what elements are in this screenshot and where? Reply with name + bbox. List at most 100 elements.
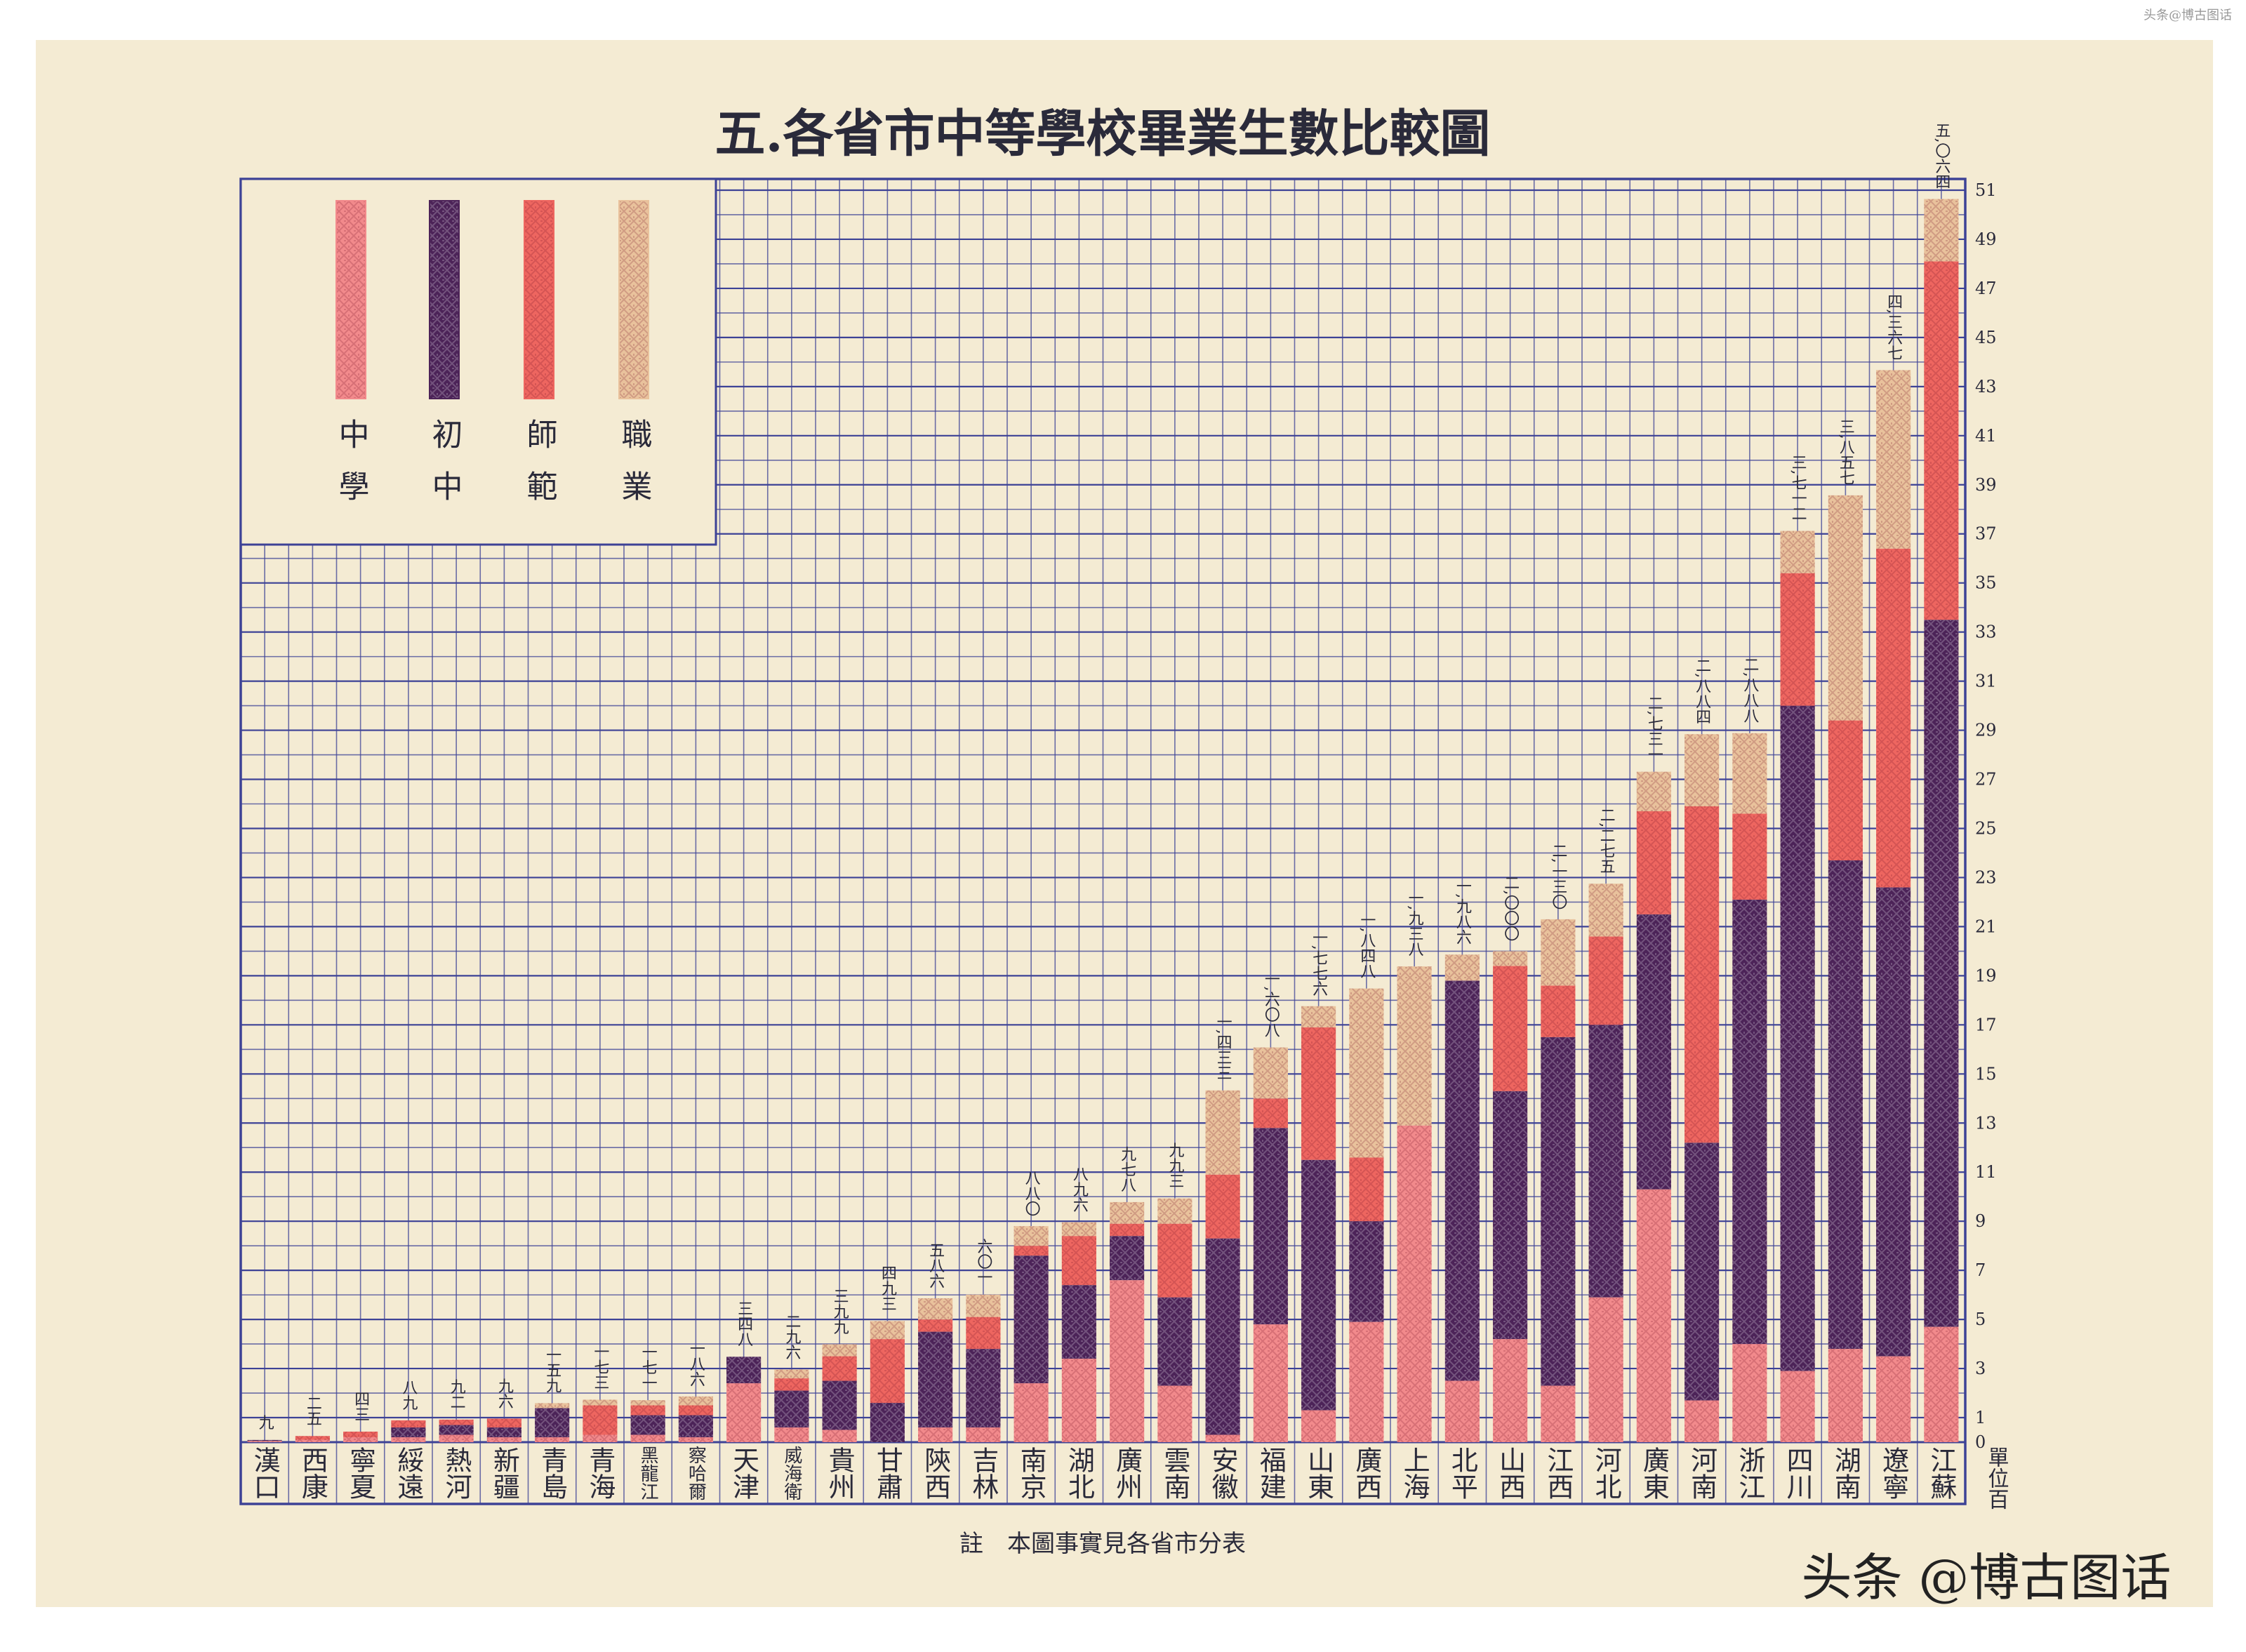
- corner-watermark: 头条@博古图话: [2144, 8, 2232, 23]
- bar-segment: [1541, 919, 1576, 986]
- bar-segment: [1876, 1356, 1911, 1442]
- total-label: 三,八五七: [1837, 419, 1855, 486]
- x-tick-label: 山西: [1495, 1446, 1526, 1500]
- bar-segment: [1924, 261, 1959, 620]
- total-label: 九: [256, 1415, 274, 1430]
- y-tick-label: 33: [1975, 622, 1997, 642]
- y-tick-label: 5: [1975, 1310, 1986, 1329]
- legend-label: 職業: [616, 418, 652, 522]
- bar-segment: [1684, 1400, 1720, 1442]
- bar-segment: [1061, 1285, 1096, 1359]
- grid: [239, 178, 1967, 1505]
- bar-segment: [1444, 980, 1480, 1381]
- bar-segment: [391, 1427, 426, 1438]
- bar-segment: [678, 1415, 713, 1438]
- bar-segment: [1684, 1143, 1720, 1401]
- bar-segment: [774, 1369, 809, 1379]
- bar-segment: [1205, 1090, 1240, 1175]
- bar-segment: [1157, 1223, 1192, 1298]
- total-label: 一,六〇八: [1262, 971, 1280, 1038]
- bar-segment: [822, 1430, 857, 1442]
- bar-segment: [870, 1339, 905, 1404]
- y-tick-label: 51: [1975, 180, 1997, 200]
- x-tick-label: 湖北: [1063, 1446, 1094, 1500]
- x-tick-label: 江西: [1543, 1446, 1574, 1500]
- legend-label: 中學: [333, 418, 369, 522]
- x-tick-label: 廣州: [1112, 1446, 1143, 1500]
- bar-segment: [295, 1436, 330, 1440]
- legend-swatch: [429, 200, 460, 399]
- x-tick-label: 威海衛: [781, 1446, 802, 1500]
- bar-segment: [1301, 1006, 1336, 1027]
- bar-segment: [1444, 954, 1480, 981]
- bar-segment: [726, 1383, 762, 1442]
- bar-segment: [439, 1419, 474, 1425]
- y-tick-label: 19: [1975, 966, 1997, 985]
- total-label: 八九六: [1070, 1166, 1089, 1213]
- x-tick-label: 湖南: [1830, 1446, 1861, 1500]
- bar-segment: [1157, 1297, 1192, 1386]
- y-tick-label: 35: [1975, 573, 1997, 593]
- total-label: 二,八八四: [1693, 658, 1711, 724]
- bar-segment: [583, 1434, 618, 1442]
- bar-segment: [918, 1319, 953, 1332]
- y-tick-label: 47: [1975, 279, 1997, 298]
- bar-segment: [1828, 860, 1863, 1350]
- bar-segment: [1014, 1246, 1049, 1256]
- y-tick-label: 41: [1975, 426, 1997, 446]
- y-tick-label: 1: [1975, 1408, 1986, 1427]
- bar-segment: [1588, 1297, 1623, 1442]
- bar-segment: [1588, 884, 1623, 937]
- bar-segment: [966, 1317, 1001, 1350]
- total-label: 一五九: [543, 1347, 562, 1393]
- bar-segment: [486, 1427, 521, 1438]
- total-label: 九七八: [1118, 1146, 1136, 1192]
- footnote: 註 本圖事實見各省市分表: [959, 1530, 1246, 1558]
- total-label: 二,一三〇: [1549, 843, 1567, 910]
- bar-segment: [1828, 495, 1863, 721]
- labels: 0135791113151719212325272931333537394143…: [249, 123, 2008, 1510]
- bar-segment: [439, 1434, 474, 1442]
- x-tick-label: 察哈爾: [685, 1446, 706, 1500]
- x-tick-label: 浙江: [1734, 1446, 1765, 1500]
- unit-label: 單位百: [1984, 1446, 2009, 1510]
- bar-segment: [870, 1403, 905, 1442]
- total-label: 八九: [399, 1380, 418, 1411]
- bar-segment: [1253, 1324, 1288, 1442]
- bar-segment: [1780, 705, 1815, 1371]
- bar-segment: [343, 1431, 378, 1438]
- x-tick-label: 河北: [1590, 1446, 1621, 1500]
- total-label: 四九三: [879, 1265, 897, 1312]
- bar-segment: [1493, 966, 1528, 1091]
- y-tick-label: 45: [1975, 328, 1997, 347]
- bar-segment: [1110, 1201, 1145, 1224]
- x-tick-label: 山東: [1303, 1446, 1334, 1500]
- total-label: 二九六: [783, 1313, 801, 1359]
- bar-segment: [391, 1437, 426, 1442]
- x-tick-label: 遼寧: [1878, 1446, 1909, 1500]
- y-tick-label: 9: [1975, 1211, 1986, 1231]
- bar-segment: [1349, 1157, 1384, 1222]
- total-label: 八八〇: [1023, 1170, 1041, 1216]
- bar-segment: [822, 1380, 857, 1430]
- bar-segment: [1349, 1221, 1384, 1322]
- total-label: 一七一: [639, 1344, 658, 1390]
- bar-segment: [774, 1378, 809, 1391]
- bar-segment: [1780, 1371, 1815, 1442]
- bar-segment: [1541, 985, 1576, 1037]
- x-tick-label: 上海: [1399, 1446, 1430, 1500]
- bar-segment: [1684, 806, 1720, 1143]
- bar-segment: [583, 1405, 618, 1435]
- bar-segment: [1110, 1236, 1145, 1281]
- bar-segment: [1205, 1238, 1240, 1435]
- y-tick-label: 27: [1975, 770, 1997, 790]
- bar-segment: [1732, 813, 1767, 900]
- y-tick-label: 29: [1975, 721, 1997, 740]
- bar-segment: [1828, 720, 1863, 860]
- bar-segment: [1588, 936, 1623, 1025]
- total-label: 三九九: [831, 1288, 849, 1334]
- y-tick-label: 11: [1975, 1162, 1997, 1182]
- x-tick-label: 西康: [297, 1446, 328, 1500]
- bar-segment: [535, 1408, 570, 1438]
